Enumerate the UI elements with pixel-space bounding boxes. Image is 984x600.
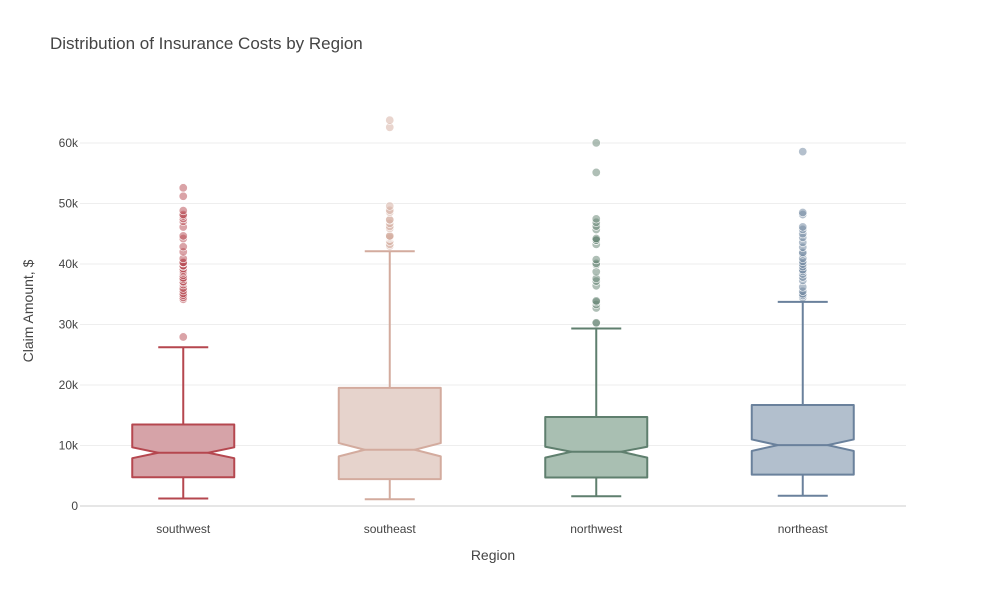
outlier-point [591,138,601,148]
box-plots [131,115,855,501]
x-tick-label: southeast [364,522,417,536]
y-tick-label: 10k [59,439,79,453]
outlier-point [798,207,808,217]
y-axis-title: Claim Amount, $ [20,259,36,362]
outlier-point [798,222,808,232]
box-northwest [544,138,649,498]
notched-box [750,404,855,476]
x-tick-label: southwest [156,522,211,536]
outlier-point [591,234,601,244]
notched-box [544,415,649,479]
outlier-point [178,242,188,252]
x-tick-label: northeast [778,522,829,536]
outlier-point [591,255,601,265]
notched-box [337,386,442,481]
box-southwest [131,183,236,500]
outlier-point [178,191,188,201]
x-axis-title: Region [471,547,515,563]
outlier-point [385,115,395,125]
x-axis-ticks: southwest southeast northwest northeast [156,522,828,536]
x-tick-label: northwest [570,522,623,536]
notched-box [131,423,236,479]
y-tick-label: 30k [59,318,79,332]
outlier-point [385,201,395,211]
outlier-point [178,183,188,193]
y-axis-ticks: 0 10k 20k 30k 40k 50k 60k [59,136,79,513]
outlier-point [591,318,601,328]
y-tick-label: 20k [59,378,79,392]
box-southeast [337,115,442,501]
outlier-point [385,215,395,225]
y-tick-label: 60k [59,136,79,150]
outlier-point [591,214,601,224]
chart-title: Distribution of Insurance Costs by Regio… [50,34,363,53]
box-northeast [750,147,855,497]
outlier-point [798,147,808,157]
y-tick-label: 0 [71,499,78,513]
y-tick-label: 50k [59,197,79,211]
outlier-point [178,332,188,342]
outlier-point [591,296,601,306]
outlier-point [591,167,601,177]
outlier-point [178,231,188,241]
gridlines [80,142,906,507]
outlier-point [178,206,188,216]
y-tick-label: 40k [59,257,79,271]
